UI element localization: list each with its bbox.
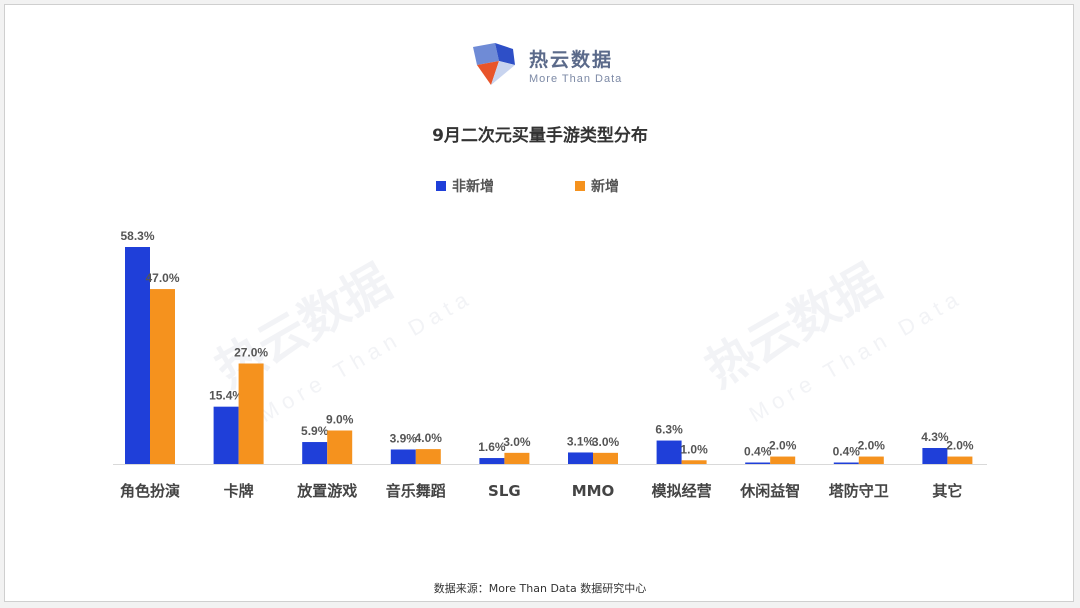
bar-series1-6 [656,440,682,464]
bar-series1-2 [302,442,328,464]
bar-series2-0 [150,289,175,464]
category-label-1: 卡牌 [224,482,254,500]
bar-series2-4 [504,452,530,464]
data-label-series1-0: 58.3% [120,229,154,243]
data-label-series1-1: 15.4% [209,389,243,403]
data-label-series1-4: 1.6% [478,440,506,454]
legend: 非新增 新增 [5,176,1075,198]
data-label-series2-9: 2.0% [946,439,974,453]
category-label-7: 休闲益智 [739,482,800,500]
chart-title: 9月二次元买量手游类型分布 [432,126,648,146]
logo-cube-icon [473,43,515,85]
category-label-4: SLG [488,482,521,500]
bar-series2-6 [681,460,707,464]
slide: 热云数据 More Than Data 热云数据 More Than Data … [4,4,1074,602]
legend-item-series1: 非新增 [436,176,494,196]
bar-series1-4 [479,458,505,464]
data-label-series1-7: 0.4% [744,445,772,459]
category-label-5: MMO [572,482,615,500]
data-label-series1-2: 5.9% [301,424,329,438]
data-label-series2-2: 9.0% [326,413,354,427]
bar-series2-3 [415,449,441,464]
data-label-series1-9: 4.3% [921,430,949,444]
bar-series2-5 [593,452,618,464]
bar-series1-8 [833,462,859,464]
data-label-series1-3: 3.9% [390,431,418,445]
data-label-series2-0: 47.0% [145,271,179,285]
data-label-series2-1: 27.0% [234,346,268,360]
bar-series1-1 [213,406,239,464]
bar-series1-7 [745,462,771,464]
logo: 热云数据 More Than Data [465,39,665,95]
legend-swatch-series2 [575,181,585,191]
bar-chart: 58.3% 47.0% 角色扮演 15.4% 27.0% 卡牌 5.9%9.0% 放置游戏 3.… [113,229,987,500]
logo-name: 热云数据 [529,49,614,71]
data-label-series1-5: 3.1% [567,434,595,448]
bar-series1-3 [390,449,416,464]
bar-series2-1 [238,363,264,464]
data-label-series2-6: 1.0% [680,442,708,456]
legend-label-series2: 新增 [591,179,619,195]
data-label-series2-4: 3.0% [503,435,531,449]
category-label-3: 音乐舞蹈 [386,482,446,500]
category-label-6: 模拟经营 [652,482,712,500]
data-label-series1-8: 0.4% [833,445,861,459]
data-label-series2-5: 3.0% [592,435,620,449]
legend-swatch-series1 [436,181,446,191]
data-label-series2-8: 2.0% [858,439,886,453]
data-label-series2-3: 4.0% [415,431,443,445]
legend-label-series1: 非新增 [452,179,494,195]
category-label-8: 塔防守卫 [829,482,889,500]
legend-item-series2: 新增 [575,176,619,196]
bar-series2-8 [858,456,884,464]
category-label-2: 放置游戏 [296,482,357,500]
bar-series1-0 [125,247,150,464]
bar-series1-5 [568,452,593,464]
data-source-note: 数据来源：More Than Data 数据研究中心 [433,582,647,595]
bar-series2-2 [327,430,353,464]
category-label-9: 其它 [932,482,962,500]
bar-series2-7 [770,456,796,464]
data-label-series1-6: 6.3% [655,423,683,437]
data-label-series2-7: 2.0% [769,439,797,453]
bar-series1-9 [922,447,948,464]
logo-tagline: More Than Data [529,73,623,85]
bar-series2-9 [947,456,973,464]
category-label-0: 角色扮演 [120,482,180,500]
